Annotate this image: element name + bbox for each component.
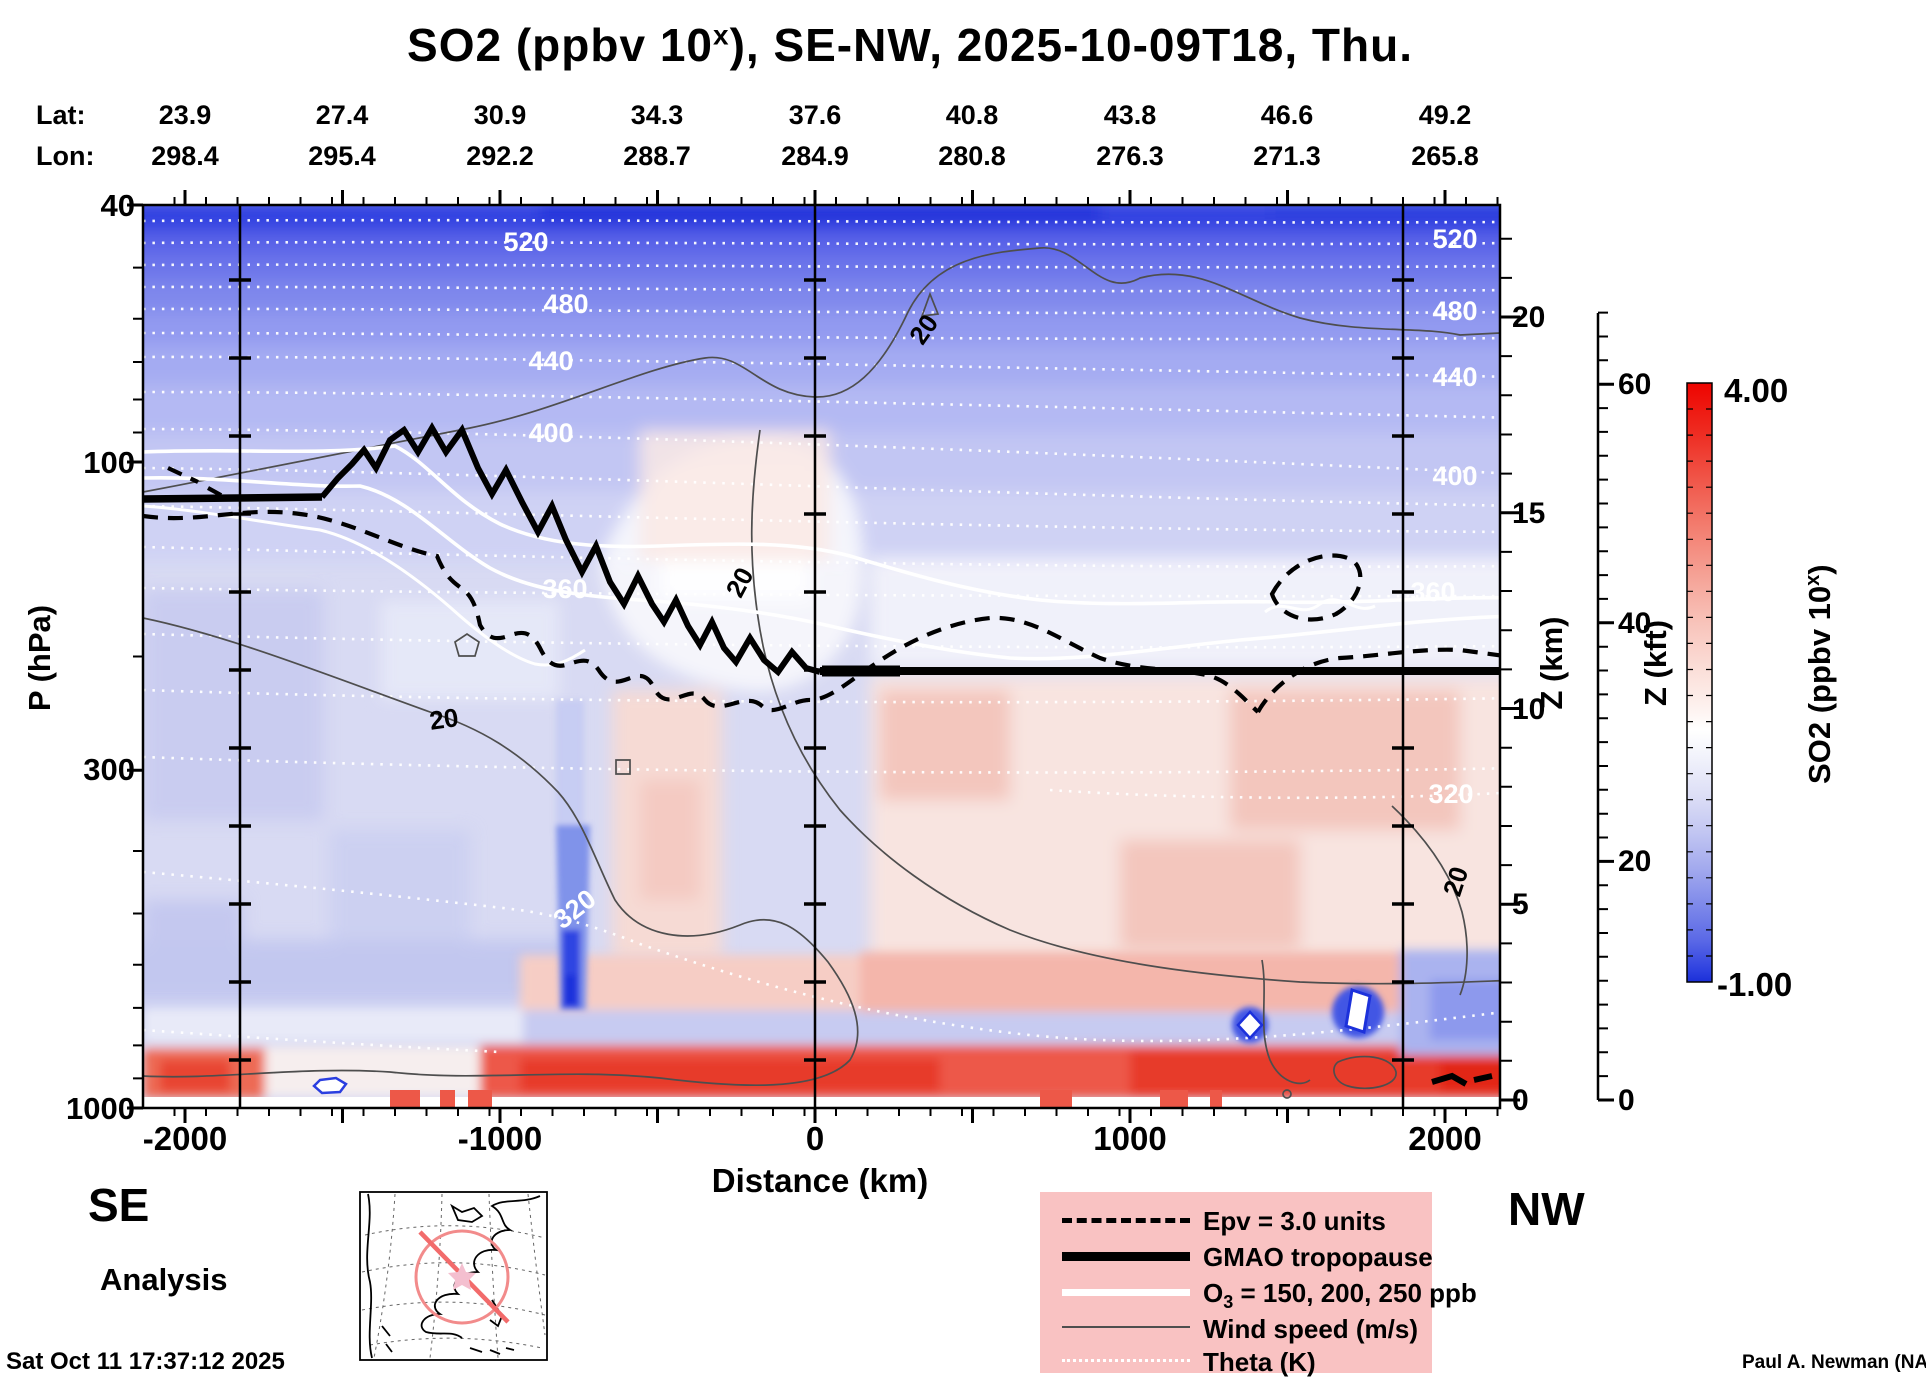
pressure-tick: 40	[100, 188, 135, 223]
legend-label-theta: Theta (K)	[1203, 1347, 1316, 1377]
pressure-tick: 100	[83, 445, 135, 480]
lon-row-label: Lon:	[36, 141, 95, 171]
lat-value: 37.6	[788, 100, 842, 130]
legend-label-o3: O3 = 150, 200, 250 ppb	[1203, 1278, 1477, 1313]
legend-sample-wind	[1062, 1326, 1190, 1328]
legend-box: Epv = 3.0 units GMAO tropopause O3 = 150…	[1040, 1192, 1477, 1377]
lon-value: 265.8	[1411, 141, 1479, 171]
legend-label-tropopause: GMAO tropopause	[1203, 1242, 1433, 1272]
surface-white-strip	[143, 1097, 1500, 1108]
zkft-tick: 40	[1618, 607, 1652, 640]
lon-value: 284.9	[781, 141, 849, 171]
map-star-icon	[448, 1263, 476, 1290]
legend-label-wind: Wind speed (m/s)	[1203, 1314, 1419, 1344]
lat-value: 23.9	[158, 100, 212, 130]
endpoint-nw: NW	[1508, 1183, 1585, 1235]
lon-value: 271.3	[1253, 141, 1321, 171]
lat-row-label: Lat:	[36, 100, 86, 130]
waypoint-lines	[229, 205, 1414, 1108]
distance-tick: -2000	[142, 1120, 228, 1157]
zkm-tick: 0	[1512, 1084, 1529, 1117]
theta-label: 320	[1428, 779, 1474, 809]
theta-label: 440	[1432, 362, 1478, 392]
zkm-axis-label: Z (km)	[1534, 616, 1569, 710]
theta-label: 400	[528, 418, 574, 448]
lat-value: 27.4	[315, 100, 369, 130]
colorbar-title: SO2 (ppbv 10x)	[1801, 564, 1838, 784]
so2-fill-field	[143, 205, 1500, 1108]
distance-tick: 1000	[1093, 1120, 1167, 1157]
colorbar	[1686, 382, 1713, 983]
lon-value: 280.8	[938, 141, 1006, 171]
colorbar-max: 4.00	[1724, 372, 1789, 409]
pressure-tick: 1000	[66, 1091, 135, 1126]
map-graticule	[361, 1193, 546, 1359]
zkft-tick: 60	[1618, 368, 1652, 401]
epv-contours	[143, 466, 1500, 714]
theta-label: 480	[1432, 296, 1478, 326]
zkft-axis-label: Z (kft)	[1638, 619, 1673, 707]
map-range-circle	[414, 1229, 510, 1325]
theta-contours	[143, 218, 1500, 1054]
lat-value: 40.8	[945, 100, 999, 130]
theta-label: 360	[1410, 577, 1456, 607]
distance-tick: 0	[805, 1120, 825, 1157]
lon-value: 292.2	[466, 141, 534, 171]
page-title: SO2 (ppbv 10x), SE-NW, 2025-10-09T18, Th…	[407, 19, 1413, 71]
zkm-tick: 5	[1512, 888, 1529, 921]
theta-label: 360	[542, 574, 588, 604]
lon-value: 276.3	[1096, 141, 1164, 171]
lon-value: 295.4	[308, 141, 376, 171]
pressure-axis-label: P (hPa)	[22, 604, 57, 712]
zkft-tick: 20	[1618, 845, 1652, 878]
analysis-label: Analysis	[100, 1262, 228, 1297]
theta-label: 520	[1432, 224, 1478, 254]
zkm-tick: 10	[1512, 693, 1546, 726]
distance-tick: -1000	[457, 1120, 543, 1157]
colorbar-min: -1.00	[1717, 966, 1793, 1003]
distance-tick: 2000	[1408, 1120, 1482, 1157]
theta-label: 520	[503, 227, 549, 257]
timestamp: Sat Oct 11 17:37:12 2025	[6, 1348, 285, 1375]
lon-value: 298.4	[151, 141, 219, 171]
theta-label: 480	[543, 289, 589, 319]
epv-bottom-marks	[1431, 1072, 1493, 1087]
legend-label-epv: Epv = 3.0 units	[1203, 1206, 1386, 1236]
lat-value: 49.2	[1418, 100, 1472, 130]
legend-sample-epv	[1062, 1218, 1190, 1223]
zkm-tick: 15	[1512, 497, 1546, 530]
lon-value: 288.7	[623, 141, 691, 171]
so2-min-polygons	[312, 988, 1372, 1095]
lat-value: 34.3	[630, 100, 684, 130]
tropopause-line	[143, 422, 1500, 677]
theta-label: 400	[1432, 461, 1478, 491]
pressure-tick: 300	[83, 752, 135, 787]
theta-label: 440	[528, 346, 574, 376]
map-inset	[359, 1191, 548, 1361]
attribution: Paul A. Newman (NASA	[1742, 1352, 1926, 1373]
endpoint-se: SE	[88, 1179, 150, 1231]
surface-red-tongues	[390, 1090, 1222, 1108]
lat-value: 30.9	[473, 100, 527, 130]
lat-value: 43.8	[1103, 100, 1157, 130]
lat-value: 46.6	[1260, 100, 1314, 130]
wind-contours	[143, 247, 1500, 1099]
plot-frame	[127, 190, 1520, 1123]
distance-axis-label: Distance (km)	[711, 1162, 929, 1199]
kft-axis	[1596, 311, 1614, 1102]
zkft-tick: 0	[1618, 1084, 1635, 1117]
legend-sample-tropopause	[1062, 1252, 1190, 1261]
zkm-tick: 20	[1512, 301, 1546, 334]
legend-sample-theta	[1062, 1359, 1190, 1362]
legend-sample-o3	[1062, 1289, 1190, 1296]
